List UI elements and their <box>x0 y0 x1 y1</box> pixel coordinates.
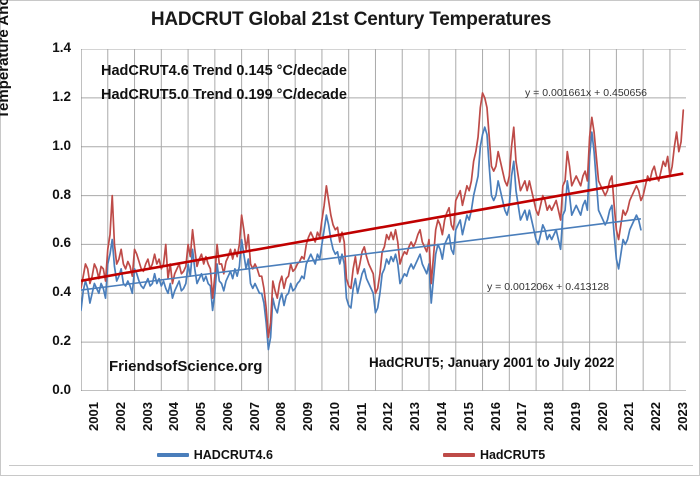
annotation-period: HadCRUT5; January 2001 to July 2022 <box>369 355 615 370</box>
y-axis-tick-label: 1.0 <box>52 137 71 153</box>
y-axis-tick-label: 0.8 <box>52 186 71 202</box>
x-axis-tick-label: 2014 <box>434 402 449 431</box>
x-axis-tick-label: 2004 <box>166 402 182 431</box>
annotation-source: FriendsofScience.org <box>109 358 263 375</box>
equation-label-red: y = 0.001661x + 0.450656 <box>525 87 648 99</box>
chart-legend: HADCRUT4.6 HadCRUT5 <box>1 445 700 465</box>
x-axis-tick-label: 2022 <box>648 402 664 431</box>
x-axis-tick-label: 2018 <box>541 402 557 431</box>
x-axis-tick-label: 2002 <box>112 402 128 431</box>
legend-item-hadcrut5[interactable]: HadCRUT5 <box>442 448 546 462</box>
x-axis-tick-label: 2003 <box>139 402 155 431</box>
x-axis-tick-label: 2005 <box>193 402 209 431</box>
annotation-trend-hadcrut50: HadCRUT5.0 Trend 0.199 °C/decade <box>101 87 347 103</box>
x-axis-tick-label: 2016 <box>487 402 503 431</box>
legend-label-hadcrut5: HadCRUT5 <box>479 448 546 462</box>
legend-swatch-hadcrut5 <box>442 453 475 457</box>
x-axis-tick-label: 2023 <box>674 402 690 431</box>
x-axis-tick-label: 2011 <box>353 402 369 431</box>
legend-separator <box>9 465 693 466</box>
y-axis-tick-label: 0.4 <box>52 284 71 300</box>
x-axis-tick-label: 2021 <box>621 402 637 431</box>
chart-title: HADCRUT Global 21st Century Temperatures <box>150 9 552 30</box>
equation-label-blue: y = 0.001206x + 0.413128 <box>487 281 610 293</box>
legend-swatch-hadcrut46 <box>156 453 189 457</box>
y-axis-title: Temperature Anomaly (°C) <box>0 0 12 119</box>
x-axis-tick-label: 2020 <box>594 402 610 431</box>
x-axis-tick-label: 2008 <box>273 402 289 431</box>
plot-area <box>81 49 686 391</box>
y-axis-tick-label: 1.2 <box>52 88 71 104</box>
chart-svg <box>81 49 686 391</box>
annotation-trend-hadcrut46: HadCRUT4.6 Trend 0.145 °C/decade <box>101 63 347 79</box>
x-axis-tick-label: 2006 <box>219 402 235 431</box>
x-axis-tick-label: 2015 <box>460 402 476 431</box>
y-axis-tick-label: 0.0 <box>52 382 71 397</box>
x-axis-tick-label: 2019 <box>567 402 583 431</box>
y-axis-tick-label: 0.2 <box>52 333 71 349</box>
x-axis-tick-label: 2009 <box>300 402 316 431</box>
x-axis-tick-label: 2007 <box>246 402 262 431</box>
x-axis-tick-label: 2013 <box>407 402 423 431</box>
x-axis-tick-label: 2017 <box>514 402 530 431</box>
x-axis-tick-label: 2012 <box>380 402 396 431</box>
y-axis-tick-label: 1.4 <box>52 40 71 55</box>
x-axis-tick-label: 2001 <box>86 402 101 431</box>
x-axis-tick-label: 2010 <box>326 402 342 431</box>
legend-label-hadcrut46: HADCRUT4.6 <box>193 448 273 462</box>
y-axis-tick-label: 0.6 <box>52 235 71 251</box>
legend-item-hadcrut46[interactable]: HADCRUT4.6 <box>156 448 273 462</box>
